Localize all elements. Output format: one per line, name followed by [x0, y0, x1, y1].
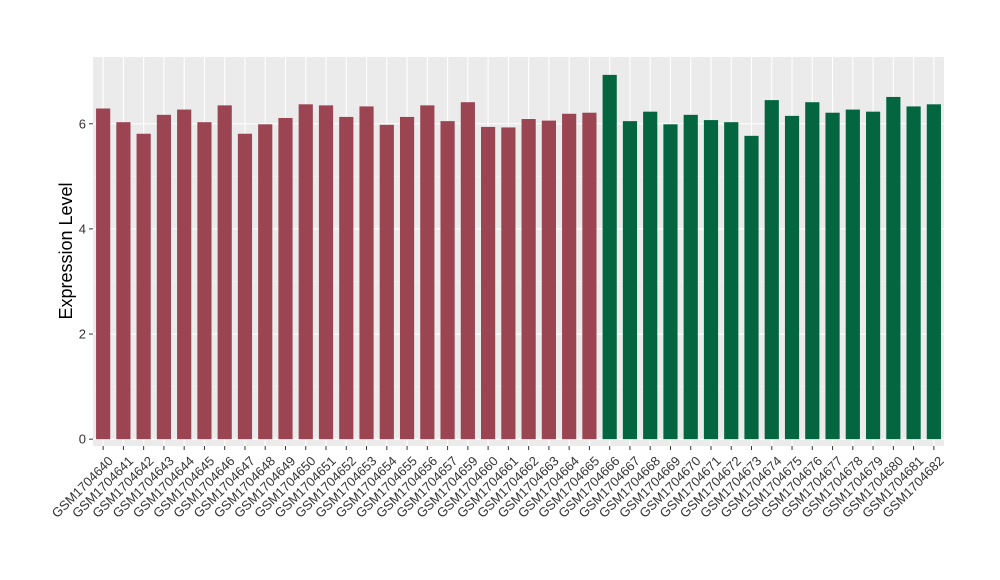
bar-GSM1704663 [541, 120, 556, 440]
bar-GSM1704677 [825, 112, 840, 440]
bar-GSM1704660 [481, 126, 496, 440]
bar-GSM1704652 [339, 116, 354, 440]
bar-GSM1704681 [906, 106, 921, 440]
bar-GSM1704662 [521, 119, 536, 440]
bar-GSM1704670 [683, 114, 698, 440]
bar-GSM1704667 [622, 121, 638, 440]
bar-GSM1704657 [440, 121, 455, 440]
bar-GSM1704664 [562, 113, 577, 440]
bar-GSM1704647 [237, 133, 253, 440]
bar-GSM1704650 [298, 104, 313, 440]
bar-GSM1704641 [116, 122, 131, 440]
bar-GSM1704679 [865, 111, 881, 440]
bar-GSM1704673 [744, 135, 759, 440]
y-tick-label: 6 [79, 116, 86, 131]
bar-GSM1704646 [217, 105, 232, 440]
bar-GSM1704654 [379, 124, 394, 440]
bar-GSM1704649 [278, 117, 293, 440]
bar-GSM1704678 [845, 109, 860, 440]
bar-GSM1704659 [460, 102, 475, 440]
bar-series [96, 74, 941, 440]
bar-GSM1704665 [582, 112, 597, 440]
y-tick-label: 2 [79, 327, 86, 342]
bar-GSM1704671 [703, 120, 719, 440]
bar-GSM1704661 [501, 127, 516, 440]
bar-GSM1704674 [764, 100, 779, 440]
bar-GSM1704668 [643, 111, 658, 440]
y-axis-title: Expression Level [56, 182, 76, 319]
bar-GSM1704656 [420, 105, 435, 440]
bar-GSM1704653 [359, 106, 374, 440]
y-tick-label: 0 [79, 432, 86, 447]
bar-GSM1704642 [136, 133, 151, 440]
y-axis: 0 2 4 6 [79, 116, 93, 447]
bar-GSM1704669 [663, 124, 678, 440]
bar-GSM1704672 [724, 122, 739, 440]
bar-GSM1704640 [96, 108, 111, 440]
bar-GSM1704648 [258, 124, 273, 440]
bar-GSM1704651 [318, 105, 334, 440]
bar-GSM1704644 [177, 109, 192, 440]
bar-GSM1704680 [886, 96, 901, 440]
x-axis: GSM1704640GSM1704641GSM1704642GSM1704643… [49, 446, 947, 521]
bar-GSM1704682 [926, 104, 941, 440]
y-tick-label: 4 [79, 221, 86, 236]
bar-GSM1704655 [399, 116, 415, 440]
bar-GSM1704666 [602, 74, 617, 440]
bar-GSM1704645 [197, 122, 212, 440]
bar-GSM1704643 [156, 114, 172, 440]
bar-GSM1704675 [784, 115, 800, 440]
plot-panel [93, 57, 944, 446]
bar-GSM1704676 [805, 102, 820, 440]
